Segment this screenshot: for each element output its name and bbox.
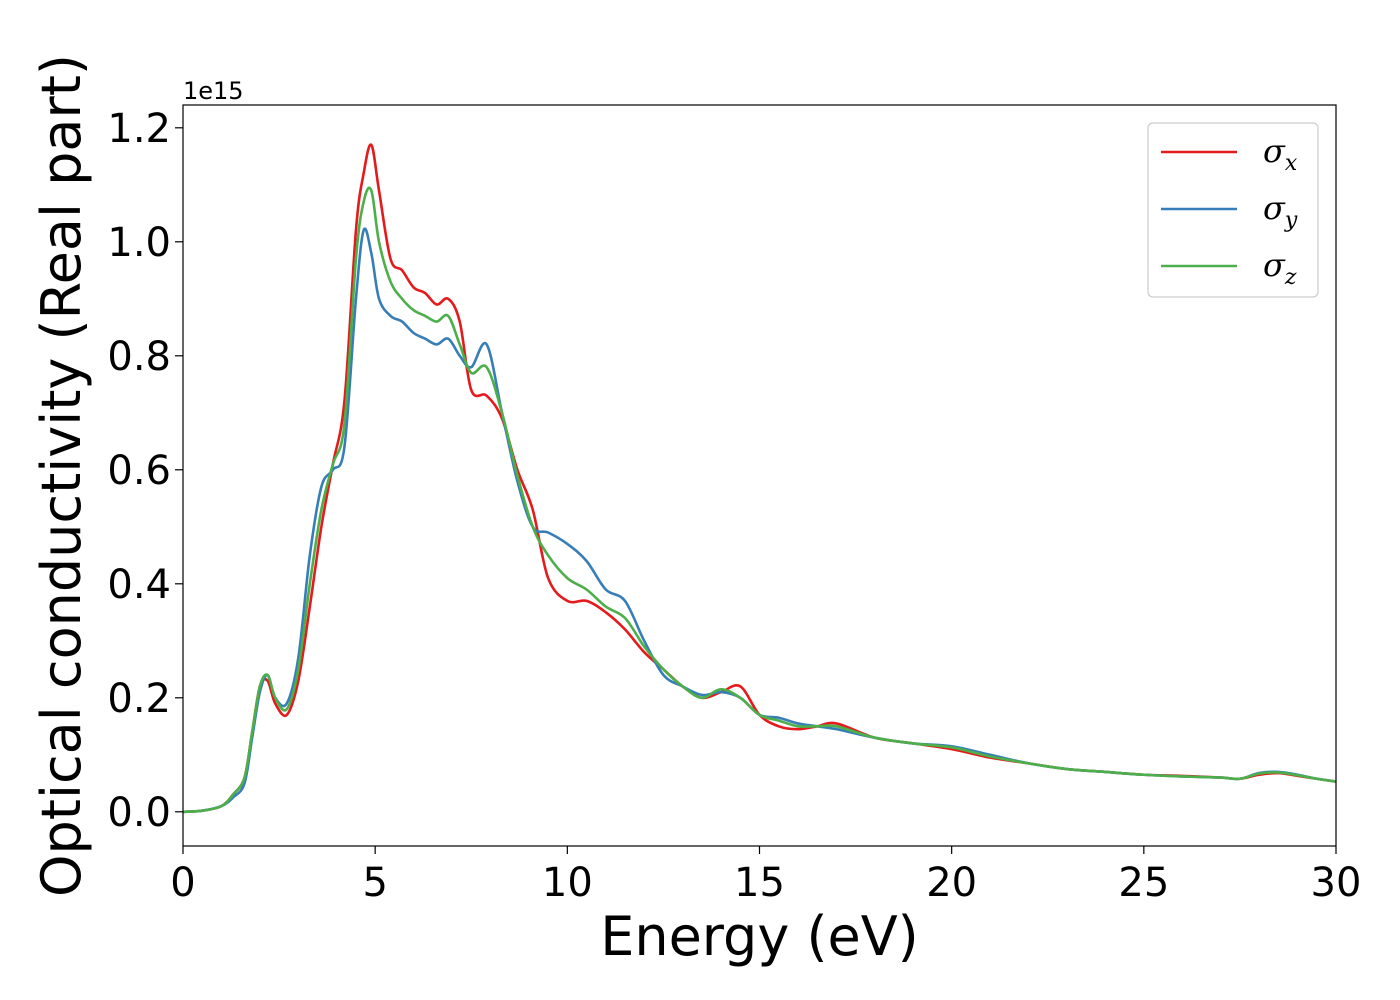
- y-axis-label: Optical conductivity (Real part): [30, 54, 93, 897]
- y-tick-label: 0.4: [107, 562, 171, 608]
- series-lines: [182, 143, 1337, 814]
- series-line-z: [182, 186, 1337, 814]
- x-tick-label: 25: [1118, 860, 1169, 906]
- x-axis-ticks: 0 5 10 15 20 25 30: [170, 846, 1361, 906]
- y-tick-label: 0.2: [107, 676, 171, 722]
- y-tick-label: 0.8: [107, 334, 171, 380]
- legend-label-z: σz: [1263, 246, 1297, 290]
- x-tick-label: 20: [926, 860, 977, 906]
- y-tick-label: 0.0: [107, 790, 171, 836]
- x-tick-label: 15: [734, 860, 785, 906]
- legend-label-x: σx: [1263, 132, 1298, 176]
- y-tick-label: 1.2: [107, 106, 171, 152]
- legend: σx σy σz: [1147, 122, 1319, 298]
- y-axis-ticks: 0.0 0.2 0.4 0.6 0.8 1.0 1.2: [107, 106, 183, 836]
- x-tick-label: 10: [542, 860, 593, 906]
- x-tick-label: 0: [170, 860, 195, 906]
- legend-label-y: σy: [1263, 189, 1298, 233]
- x-tick-label: 30: [1311, 860, 1362, 906]
- y-offset-label: 1e15: [183, 77, 244, 105]
- x-tick-label: 5: [362, 860, 387, 906]
- x-axis-label: Energy (eV): [600, 905, 919, 968]
- y-tick-label: 1.0: [107, 220, 171, 266]
- y-tick-label: 0.6: [107, 448, 171, 494]
